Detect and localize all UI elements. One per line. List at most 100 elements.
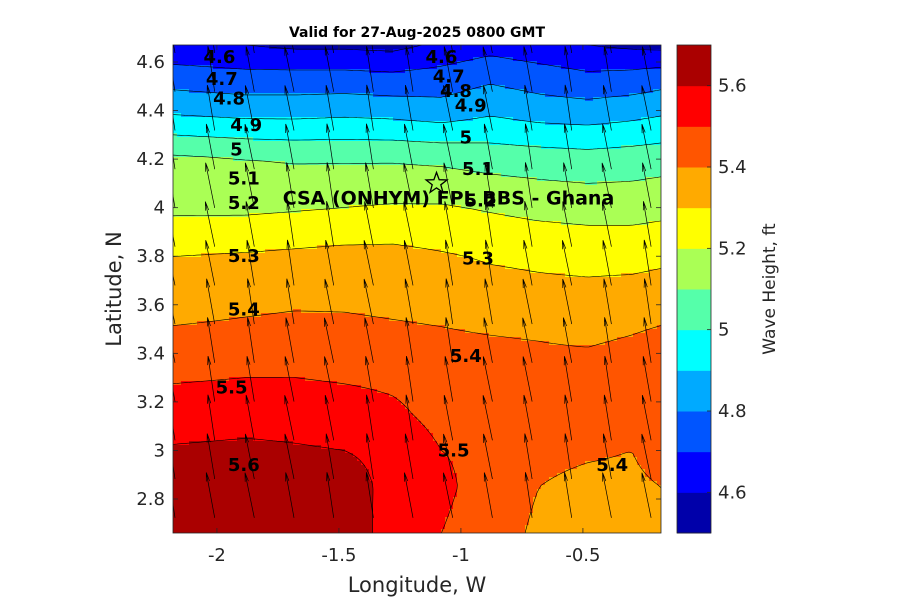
contour-cell xyxy=(277,93,282,98)
contour-cell xyxy=(249,69,254,74)
contour-cell xyxy=(337,165,342,170)
contour-cell xyxy=(237,193,242,198)
contour-cell xyxy=(313,93,318,98)
contour-cell xyxy=(185,81,190,86)
contour-cell xyxy=(417,101,422,106)
contour-cell xyxy=(265,149,270,154)
contour-cell xyxy=(477,101,482,106)
contour-cell xyxy=(225,153,230,158)
contour-cell xyxy=(345,53,350,58)
contour-cell xyxy=(553,157,558,162)
contour-cell xyxy=(641,109,646,114)
contour-cell xyxy=(337,113,342,118)
contour-cell xyxy=(433,93,438,98)
contour-cell xyxy=(249,125,254,130)
contour-cell xyxy=(193,105,198,110)
contour-cell xyxy=(337,97,342,102)
contour-cell xyxy=(605,53,610,58)
contour-cell xyxy=(633,53,638,58)
contour-cell xyxy=(261,129,266,134)
contour-cell xyxy=(241,85,246,90)
contour-cell xyxy=(313,201,318,206)
contour-cell xyxy=(633,165,638,170)
contour-cell xyxy=(453,125,458,130)
contour-cell xyxy=(497,153,502,158)
contour-cell xyxy=(321,73,326,78)
contour-cell xyxy=(201,145,206,150)
contour-cell xyxy=(409,129,414,134)
contour-cell xyxy=(257,197,262,202)
contour-cell xyxy=(285,193,290,198)
contour-cell xyxy=(321,157,326,162)
contour-cell xyxy=(365,205,370,210)
contour-cell xyxy=(613,101,618,106)
contour-cell xyxy=(433,117,438,122)
contour-cell xyxy=(549,105,554,110)
contour-cell xyxy=(573,129,578,134)
contour-cell xyxy=(581,117,586,122)
contour-cell xyxy=(473,197,478,202)
contour-cell xyxy=(453,161,458,166)
contour-cell xyxy=(657,73,661,78)
contour-cell xyxy=(601,105,606,110)
contour-cell xyxy=(225,101,230,106)
contour-cell xyxy=(421,185,426,190)
contour-cell xyxy=(569,53,574,58)
contour-cell xyxy=(201,65,206,70)
contour-cell xyxy=(625,189,630,194)
contour-cell xyxy=(545,201,550,206)
contour-cell xyxy=(653,189,658,194)
contour-cell xyxy=(449,125,454,130)
contour-cell xyxy=(537,89,542,94)
contour-cell xyxy=(237,113,242,118)
contour-cell xyxy=(285,61,290,66)
contour-cell xyxy=(257,149,262,154)
contour-cell xyxy=(249,177,254,182)
contour-cell xyxy=(445,193,450,198)
contour-cell xyxy=(589,61,594,66)
contour-cell xyxy=(373,177,378,182)
contour-cell xyxy=(461,85,466,90)
contour-cell xyxy=(649,129,654,134)
contour-cell xyxy=(393,177,398,182)
contour-cell xyxy=(389,105,394,110)
contour-cell xyxy=(541,93,546,98)
contour-cell xyxy=(209,125,214,130)
contour-cell xyxy=(225,177,230,182)
contour-cell xyxy=(505,77,510,82)
contour-cell xyxy=(629,133,634,138)
contour-cell xyxy=(389,157,394,162)
contour-cell xyxy=(261,133,266,138)
contour-cell xyxy=(205,45,210,50)
contour-cell xyxy=(277,205,282,210)
contour-cell xyxy=(453,57,458,62)
contour-cell xyxy=(409,125,414,130)
contour-cell xyxy=(561,157,566,162)
contour-cell xyxy=(285,181,290,186)
contour-cell xyxy=(653,181,658,186)
contour-cell xyxy=(349,125,354,130)
contour-cell xyxy=(353,73,358,78)
contour-cell xyxy=(513,45,518,50)
contour-cell xyxy=(193,157,198,162)
contour-cell xyxy=(537,153,542,158)
contour-cell xyxy=(209,173,214,178)
contour-cell xyxy=(341,53,346,58)
contour-cell xyxy=(549,77,554,82)
contour-cell xyxy=(309,73,314,78)
contour-cell xyxy=(493,193,498,198)
contour-cell xyxy=(421,189,426,194)
contour-cell xyxy=(237,53,242,58)
contour-cell xyxy=(489,129,494,134)
contour-cell xyxy=(621,149,626,154)
contour-cell xyxy=(369,61,374,66)
contour-cell xyxy=(173,193,178,198)
contour-cell xyxy=(249,121,254,126)
contour-cell xyxy=(237,181,242,186)
contour-cell xyxy=(257,89,262,94)
contour-cell xyxy=(205,173,210,178)
contour-cell xyxy=(241,77,246,82)
contour-cell xyxy=(257,77,262,82)
contour-cell xyxy=(249,81,254,86)
contour-cell xyxy=(489,185,494,190)
